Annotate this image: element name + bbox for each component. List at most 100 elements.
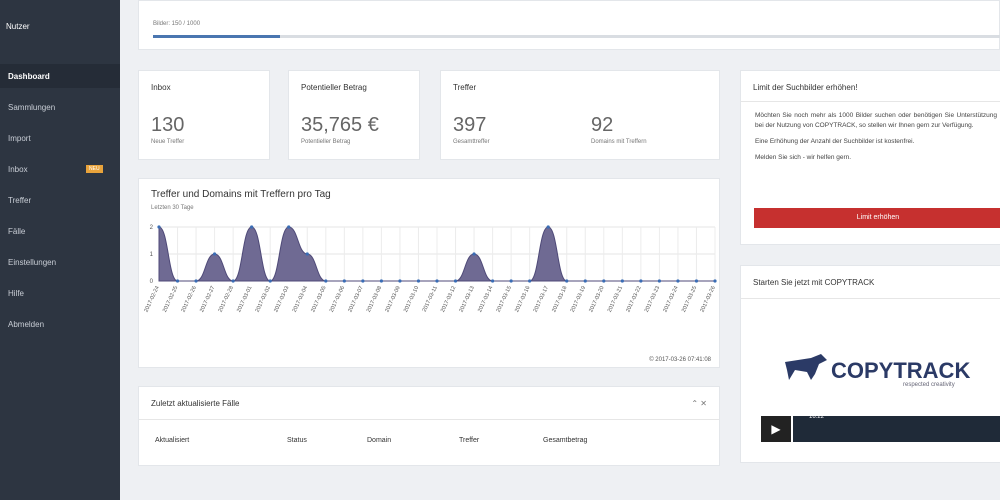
chart-card: Treffer und Domains mit Treffern pro Tag… [138,178,720,368]
point [453,279,458,283]
x-tick-label: 2017-02-24 [143,285,160,313]
point [472,252,476,256]
progress-track [153,35,1000,38]
point [509,279,513,283]
x-tick-label: 2017-03-13 [459,285,476,313]
column-header: Aktualisiert [155,437,190,444]
video-controls[interactable] [793,416,1000,442]
point [676,279,680,283]
x-tick-label: 2017-03-25 [681,285,698,313]
point [435,279,439,283]
stat-value: 92 [591,114,614,136]
chart-footer: © 2017-03-26 07:41:08 [649,356,711,363]
column-header: Gesamtbetrag [543,437,588,444]
video-time: 16:22 [809,414,825,420]
point [694,279,699,283]
y-tick-label: 2 [150,225,154,231]
x-tick-label: 2017-03-12 [440,285,457,313]
divider [139,419,719,420]
x-tick-label: 2017-03-11 [422,285,439,313]
panel-tools[interactable]: ⌃ ✕ [691,399,707,408]
point [342,279,346,283]
stat-value: 35,765 € [301,114,379,136]
point [491,279,495,283]
stat-value: 130 [151,114,185,136]
point [602,279,606,283]
nav-badge: NEU [86,165,103,173]
x-tick-label: 2017-02-25 [162,285,179,313]
nav-item[interactable]: Dashboard [8,72,50,81]
x-tick-label: 2017-02-27 [199,285,216,313]
card-title: Potentieller Betrag [301,83,367,92]
sidebar: Nutzer Dashboard Sammlungen Import Inbox NEU… [0,0,120,500]
stat-label: Domains mit Treffern [591,139,647,145]
nav-item[interactable]: Abmelden [8,320,45,329]
point [175,279,180,283]
nav-item[interactable]: Import [8,134,31,143]
x-tick-label: 2017-02-26 [181,285,198,313]
x-tick-label: 2017-03-23 [644,285,661,313]
point [305,252,309,256]
limit-button[interactable]: Limit erhöhen [754,208,1000,228]
point [268,279,272,283]
point [713,279,717,283]
point [565,279,569,283]
x-tick-label: 2017-03-26 [699,285,716,313]
x-tick-label: 2017-03-19 [570,285,587,313]
card: Inbox 130 Neue Treffer [138,70,270,160]
divider [741,101,1000,102]
point [546,225,550,229]
point [213,252,217,256]
x-tick-label: 2017-03-16 [514,285,531,313]
stat-value: 397 [453,114,487,136]
logo-tagline: respected creativity [903,382,955,388]
x-tick-label: 2017-03-06 [329,285,346,313]
nav-item[interactable]: Hilfe [8,289,25,298]
limit-box: Limit der Suchbilder erhöhen! Möchten Si… [740,70,1000,245]
nav-item[interactable]: Einstellungen [8,258,57,267]
x-tick-label: 2017-03-03 [273,285,290,313]
video-box: Starten Sie jetzt mit COPYTRACK COPYTRAC… [740,265,1000,463]
x-tick-label: 2017-03-02 [255,285,272,313]
divider [741,298,1000,299]
limit-text: Möchten Sie noch mehr als 1000 Bilder su… [755,111,997,163]
panel-title: Zuletzt aktualisierte Fälle [151,399,240,408]
nav-item[interactable]: Treffer [8,196,32,205]
x-tick-label: 2017-03-07 [347,285,364,313]
point [639,279,643,283]
user-name: Nutzer [6,22,30,31]
card: Treffer 397 Gesamttreffer 92 Domains mit Tre… [440,70,720,160]
x-tick-label: 2017-03-10 [403,285,420,313]
x-tick-label: 2017-03-04 [292,285,309,313]
stat-label: Gesamttreffer [453,139,490,145]
point [398,279,402,283]
card-title: Treffer [453,83,477,92]
play-button[interactable]: ▶ [761,416,791,442]
point [620,279,624,283]
paragraph: Melden Sie sich - wir helfen gern. [755,154,852,161]
x-tick-label: 2017-03-22 [625,285,642,313]
column-header: Treffer [459,437,480,444]
x-tick-label: 2017-03-17 [533,285,550,313]
panel-title: Limit der Suchbilder erhöhen! [753,83,858,92]
point [231,279,235,283]
point [416,279,421,283]
nav-item[interactable]: Fälle [8,227,26,236]
column-header: Domain [367,437,392,444]
x-tick-label: 2017-03-14 [477,285,494,313]
progress-label: Bilder: 150 / 1000 [153,21,201,27]
progress-bar [153,35,281,38]
x-tick-label: 2017-03-24 [662,285,679,313]
logo-text: COPYTRACK [831,358,971,383]
nav-item[interactable]: Sammlungen [8,103,56,112]
x-tick-label: 2017-03-18 [551,285,568,313]
point [250,225,254,229]
point [379,279,383,283]
logo-dog [785,354,827,380]
stat-label: Potentieller Betrag [301,139,351,145]
nav-item[interactable]: Inbox [8,165,28,174]
x-tick-label: 2017-03-20 [588,285,605,313]
x-tick-label: 2017-03-08 [366,285,383,313]
nav-active [0,64,120,88]
